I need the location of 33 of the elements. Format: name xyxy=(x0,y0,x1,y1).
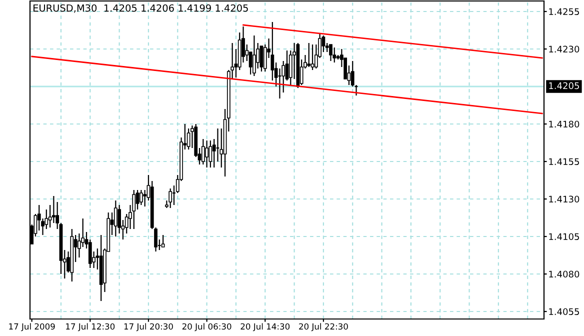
candlestick xyxy=(168,188,172,209)
ref-line-label: 1.4205 xyxy=(549,82,579,90)
candlestick xyxy=(252,34,256,77)
candlestick xyxy=(205,140,208,168)
candlestick xyxy=(329,44,332,62)
candlestick xyxy=(114,200,118,238)
y-tick-label: 1.4130 xyxy=(549,196,580,203)
x-tick-label: 17 Jul 12:30 xyxy=(66,323,115,332)
y-tick-label: 1.4255 xyxy=(549,8,579,16)
y-tick-label: 1.4080 xyxy=(549,270,580,278)
candlestick xyxy=(186,128,190,150)
y-tick-label: 1.4230 xyxy=(549,46,580,53)
candlestick xyxy=(132,189,136,230)
candlestick xyxy=(208,140,212,168)
candlestick xyxy=(143,189,147,208)
candlestick xyxy=(260,45,264,72)
candlestick xyxy=(139,189,143,206)
candlestick xyxy=(161,234,165,248)
x-tick-label: 17 Jul 20:30 xyxy=(124,323,173,332)
x-tick-label: 17 Jul 2009 xyxy=(9,323,55,332)
y-tick-label: 1.4055 xyxy=(549,308,579,316)
candlestick xyxy=(201,138,205,166)
candlestick xyxy=(307,42,311,68)
y-tick-label: 1.4180 xyxy=(549,120,580,128)
candlestick xyxy=(52,195,56,224)
chart-title: EURUSD,M30 1.4205 1.4206 1.4199 1.4205 xyxy=(34,4,248,13)
y-tick-label: 1.4105 xyxy=(549,233,579,240)
x-tick-label: 20 Jul 22:30 xyxy=(299,323,348,332)
y-tick-label: 1.4155 xyxy=(549,158,579,166)
candlestick xyxy=(310,44,314,71)
candlestick xyxy=(332,46,336,64)
x-tick-label: 20 Jul 06:30 xyxy=(182,323,232,332)
x-tick-label: 20 Jul 14:30 xyxy=(240,323,290,332)
